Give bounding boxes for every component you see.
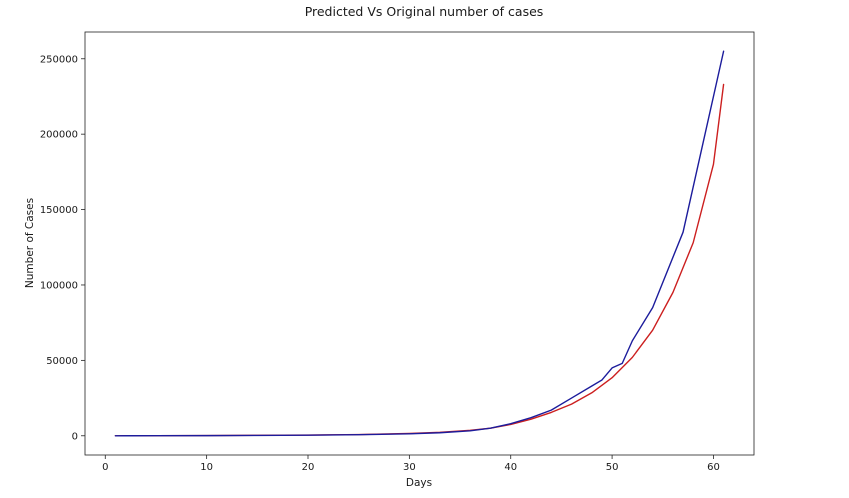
y-axis: 0 50000 100000 150000 200000 250000 <box>40 54 85 442</box>
y-tick-label: 100000 <box>40 280 78 291</box>
x-tick-label: 40 <box>504 462 517 473</box>
y-axis-label: Number of Cases <box>24 198 36 288</box>
x-axis: 0 10 20 30 40 50 60 <box>102 455 720 473</box>
series-line-2 <box>114 50 725 437</box>
y-tick-label: 0 <box>72 431 78 442</box>
x-axis-label: Days <box>406 477 432 489</box>
series-line-1 <box>114 83 725 437</box>
plot-frame <box>84 31 755 456</box>
x-tick-label: 30 <box>403 462 416 473</box>
y-tick-label: 250000 <box>40 54 78 65</box>
chart-title: Predicted Vs Original number of cases <box>305 4 544 19</box>
y-tick-label: 150000 <box>40 205 78 216</box>
x-tick-label: 10 <box>200 462 213 473</box>
y-tick-label: 200000 <box>40 130 78 141</box>
x-tick-label: 60 <box>707 462 720 473</box>
x-tick-label: 20 <box>302 462 315 473</box>
x-tick-label: 50 <box>606 462 619 473</box>
x-tick-label: 0 <box>102 462 108 473</box>
series-layer <box>114 50 725 437</box>
y-tick-label: 50000 <box>46 356 78 367</box>
